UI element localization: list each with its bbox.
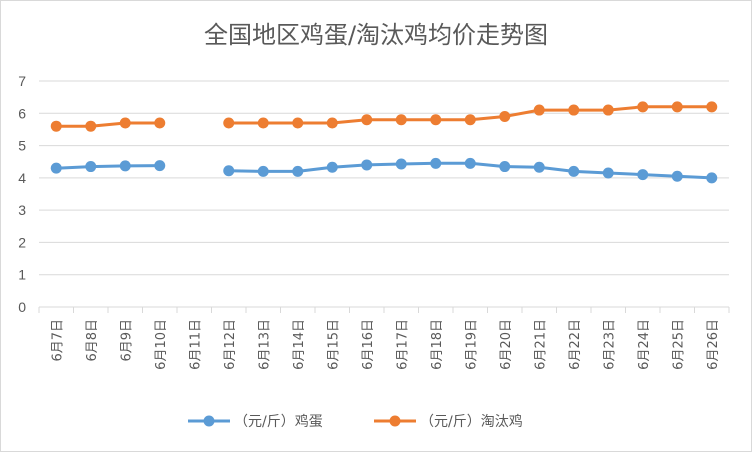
data-point — [85, 120, 97, 132]
data-point — [395, 114, 407, 126]
y-axis-ticks: 0 1 2 3 4 5 6 7 — [18, 73, 26, 315]
y-tick-label: 2 — [18, 234, 26, 250]
legend-label: （元/斤）淘汰鸡 — [420, 413, 523, 430]
y-tick-label: 4 — [18, 170, 26, 186]
data-point — [430, 157, 442, 169]
data-point — [85, 161, 97, 173]
x-tick-label: 6月16日 — [361, 319, 376, 370]
data-point — [326, 161, 338, 173]
data-point — [706, 172, 718, 184]
data-point — [533, 104, 545, 116]
x-tick-label: 6月8日 — [85, 319, 100, 362]
series-lines — [50, 101, 718, 184]
data-point — [464, 157, 476, 169]
data-point — [292, 117, 304, 129]
x-tick-label: 6月24日 — [637, 319, 652, 370]
data-point — [568, 165, 580, 177]
x-tick-label: 6月26日 — [706, 319, 721, 370]
data-point — [326, 117, 338, 129]
x-tick-label: 6月22日 — [568, 319, 583, 370]
data-point — [706, 101, 718, 113]
data-point — [499, 161, 511, 173]
legend: （元/斤）鸡蛋 （元/斤）淘汰鸡 — [188, 413, 523, 430]
y-tick-label: 0 — [18, 299, 26, 315]
x-tick-label: 6月11日 — [188, 319, 203, 370]
data-point — [361, 114, 373, 126]
data-point — [637, 101, 649, 113]
x-tick-label: 6月12日 — [223, 319, 238, 370]
x-tick-label: 6月7日 — [50, 319, 65, 362]
data-point — [361, 159, 373, 171]
legend-swatch-marker — [389, 415, 401, 427]
y-tick-label: 6 — [18, 105, 26, 121]
x-tick-label: 6月19日 — [464, 319, 479, 370]
data-point — [119, 117, 131, 129]
data-point — [50, 162, 62, 174]
x-tick-label: 6月9日 — [119, 319, 134, 362]
data-point — [223, 165, 235, 177]
data-point — [292, 165, 304, 177]
x-tick-label: 6月20日 — [499, 319, 514, 370]
x-tick-label: 6月18日 — [430, 319, 445, 370]
data-point — [430, 114, 442, 126]
data-point — [637, 169, 649, 181]
data-point — [671, 101, 683, 113]
x-tick-label: 6月17日 — [395, 319, 410, 370]
gridlines — [39, 80, 729, 308]
data-point — [154, 117, 166, 129]
data-point — [223, 117, 235, 129]
x-tick-label: 6月25日 — [671, 319, 686, 370]
data-point — [671, 170, 683, 182]
data-point — [119, 160, 131, 172]
data-point — [602, 167, 614, 179]
data-point — [50, 120, 62, 132]
data-point — [395, 158, 407, 170]
data-point — [499, 111, 511, 123]
legend-item-2: （元/斤）淘汰鸡 — [374, 413, 523, 430]
data-point — [568, 104, 580, 116]
y-tick-label: 7 — [18, 73, 26, 89]
legend-swatch-marker — [203, 415, 215, 427]
series-2 — [50, 101, 718, 132]
x-tick-label: 6月23日 — [602, 319, 617, 370]
x-tick-label: 6月14日 — [292, 319, 307, 370]
x-tick-label: 6月15日 — [326, 319, 341, 370]
x-tick-label: 6月10日 — [154, 319, 169, 370]
x-axis: 6月7日 6月8日 6月9日 6月10日 6月11日 6月12日 6月13日 6月14日 6月1… — [38, 307, 730, 370]
data-point — [602, 104, 614, 116]
y-tick-label: 5 — [18, 138, 26, 154]
data-point — [154, 160, 166, 172]
series-1 — [50, 157, 718, 184]
x-tick-label: 6月21日 — [533, 319, 548, 370]
y-tick-label: 1 — [18, 267, 26, 283]
x-tick-label: 6月13日 — [257, 319, 272, 370]
y-tick-label: 3 — [18, 202, 26, 218]
legend-item-1: （元/斤）鸡蛋 — [188, 413, 323, 430]
data-point — [464, 114, 476, 126]
legend-label: （元/斤）鸡蛋 — [234, 413, 323, 430]
chart-title: 全国地区鸡蛋/淘汰鸡均价走势图 — [204, 21, 548, 49]
data-point — [257, 117, 269, 129]
data-point — [533, 161, 545, 173]
data-point — [257, 165, 269, 177]
